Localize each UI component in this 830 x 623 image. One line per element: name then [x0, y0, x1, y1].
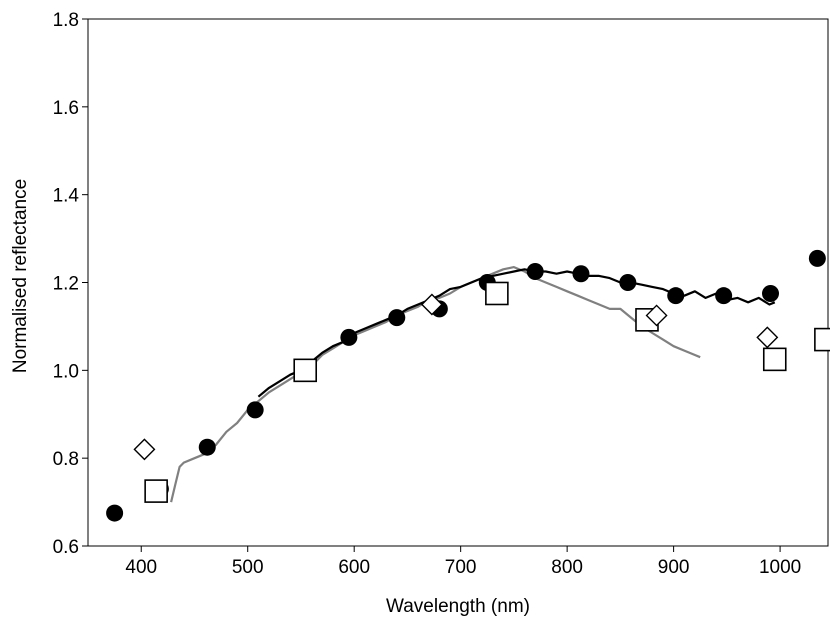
circle-point: [572, 265, 590, 283]
circle-point: [246, 401, 264, 419]
x-tick-label: 900: [658, 557, 690, 578]
x-axis-ticks: 400 500 600 700 800 900 1000: [125, 546, 801, 578]
x-tick-label: 500: [232, 557, 264, 578]
square-point: [814, 327, 830, 352]
data-markers: [106, 249, 830, 522]
circle-point: [762, 284, 780, 302]
diamond-point: [645, 304, 668, 327]
x-tick-label: 800: [551, 557, 583, 578]
square-point: [762, 347, 787, 372]
y-tick-label: 0.6: [53, 537, 79, 558]
circle-point: [340, 328, 358, 346]
y-axis-ticks: 0.6 0.8 1.0 1.2 1.4 1.6 1.8: [53, 10, 88, 558]
circle-point: [198, 438, 216, 456]
diamond-point: [133, 438, 156, 461]
circle-point: [526, 263, 544, 281]
square-point: [144, 479, 168, 503]
circle-point: [808, 249, 826, 267]
circle-point: [106, 504, 124, 522]
y-tick-label: 1.4: [53, 186, 80, 207]
square-point: [293, 358, 318, 383]
x-axis-title: Wavelength (nm): [386, 596, 530, 617]
square-point: [485, 281, 509, 306]
x-tick-label: 400: [125, 557, 157, 578]
y-tick-label: 0.8: [53, 449, 79, 470]
plot-area: [87, 18, 829, 547]
circle-point: [619, 274, 637, 291]
circle-point: [388, 309, 406, 327]
y-axis-title: Normalised reflectance: [10, 179, 31, 373]
diamond-point: [420, 293, 443, 316]
circle-point: [667, 287, 685, 305]
circle-point: [715, 287, 733, 305]
y-tick-label: 1.0: [53, 361, 79, 382]
y-tick-label: 1.6: [53, 98, 79, 119]
y-tick-label: 1.8: [53, 10, 79, 31]
x-tick-label: 600: [338, 557, 370, 578]
x-tick-label: 700: [445, 557, 477, 578]
y-tick-label: 1.2: [53, 274, 79, 295]
x-tick-label: 1000: [759, 557, 801, 578]
diamond-point: [756, 326, 779, 349]
